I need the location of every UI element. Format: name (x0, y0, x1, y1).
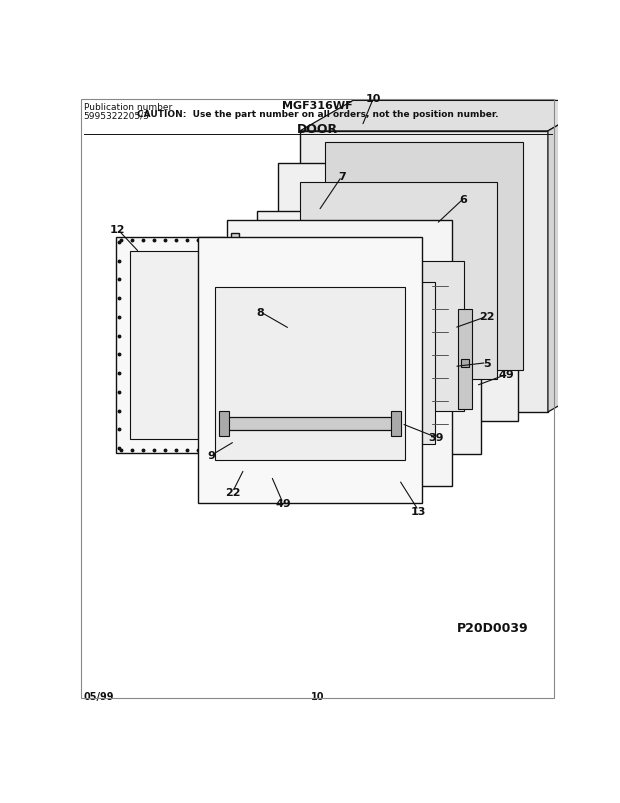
Polygon shape (278, 164, 518, 422)
Polygon shape (458, 309, 472, 410)
Text: eReplacementParts.com: eReplacementParts.com (228, 375, 346, 385)
Polygon shape (300, 183, 497, 379)
Text: 22: 22 (224, 487, 241, 497)
Polygon shape (117, 238, 224, 453)
Polygon shape (300, 101, 601, 132)
Polygon shape (227, 221, 452, 487)
Text: P20D0039: P20D0039 (458, 621, 529, 634)
Text: 10: 10 (366, 94, 381, 104)
Polygon shape (548, 101, 601, 413)
Text: 05/99: 05/99 (84, 691, 114, 701)
Bar (461, 360, 469, 367)
Polygon shape (219, 412, 229, 436)
Polygon shape (257, 212, 481, 454)
Polygon shape (130, 251, 211, 439)
Text: 7: 7 (338, 172, 346, 182)
Polygon shape (215, 287, 405, 461)
Text: MGF316WF: MGF316WF (283, 101, 353, 111)
Text: Publication number: Publication number (84, 104, 172, 112)
Polygon shape (325, 143, 523, 370)
Text: 10: 10 (311, 691, 324, 701)
Text: 13: 13 (411, 506, 426, 516)
Text: 9: 9 (208, 450, 216, 460)
Polygon shape (224, 418, 396, 430)
Text: 22: 22 (479, 312, 495, 322)
Text: 5: 5 (483, 358, 490, 369)
Text: 39: 39 (428, 433, 444, 442)
Polygon shape (273, 262, 464, 412)
Text: DOOR: DOOR (297, 124, 339, 137)
Text: 49: 49 (499, 369, 515, 380)
Text: 6: 6 (459, 194, 467, 205)
Polygon shape (198, 238, 422, 503)
Polygon shape (231, 234, 239, 457)
Text: CAUTION:  Use the part number on all orders, not the position number.: CAUTION: Use the part number on all orde… (137, 109, 498, 118)
Polygon shape (244, 283, 435, 444)
Polygon shape (300, 132, 548, 413)
Polygon shape (391, 412, 402, 436)
Text: 8: 8 (257, 308, 264, 317)
Text: 49: 49 (275, 498, 291, 508)
Text: 12: 12 (110, 225, 125, 235)
Text: 5995322205/3: 5995322205/3 (84, 112, 149, 120)
